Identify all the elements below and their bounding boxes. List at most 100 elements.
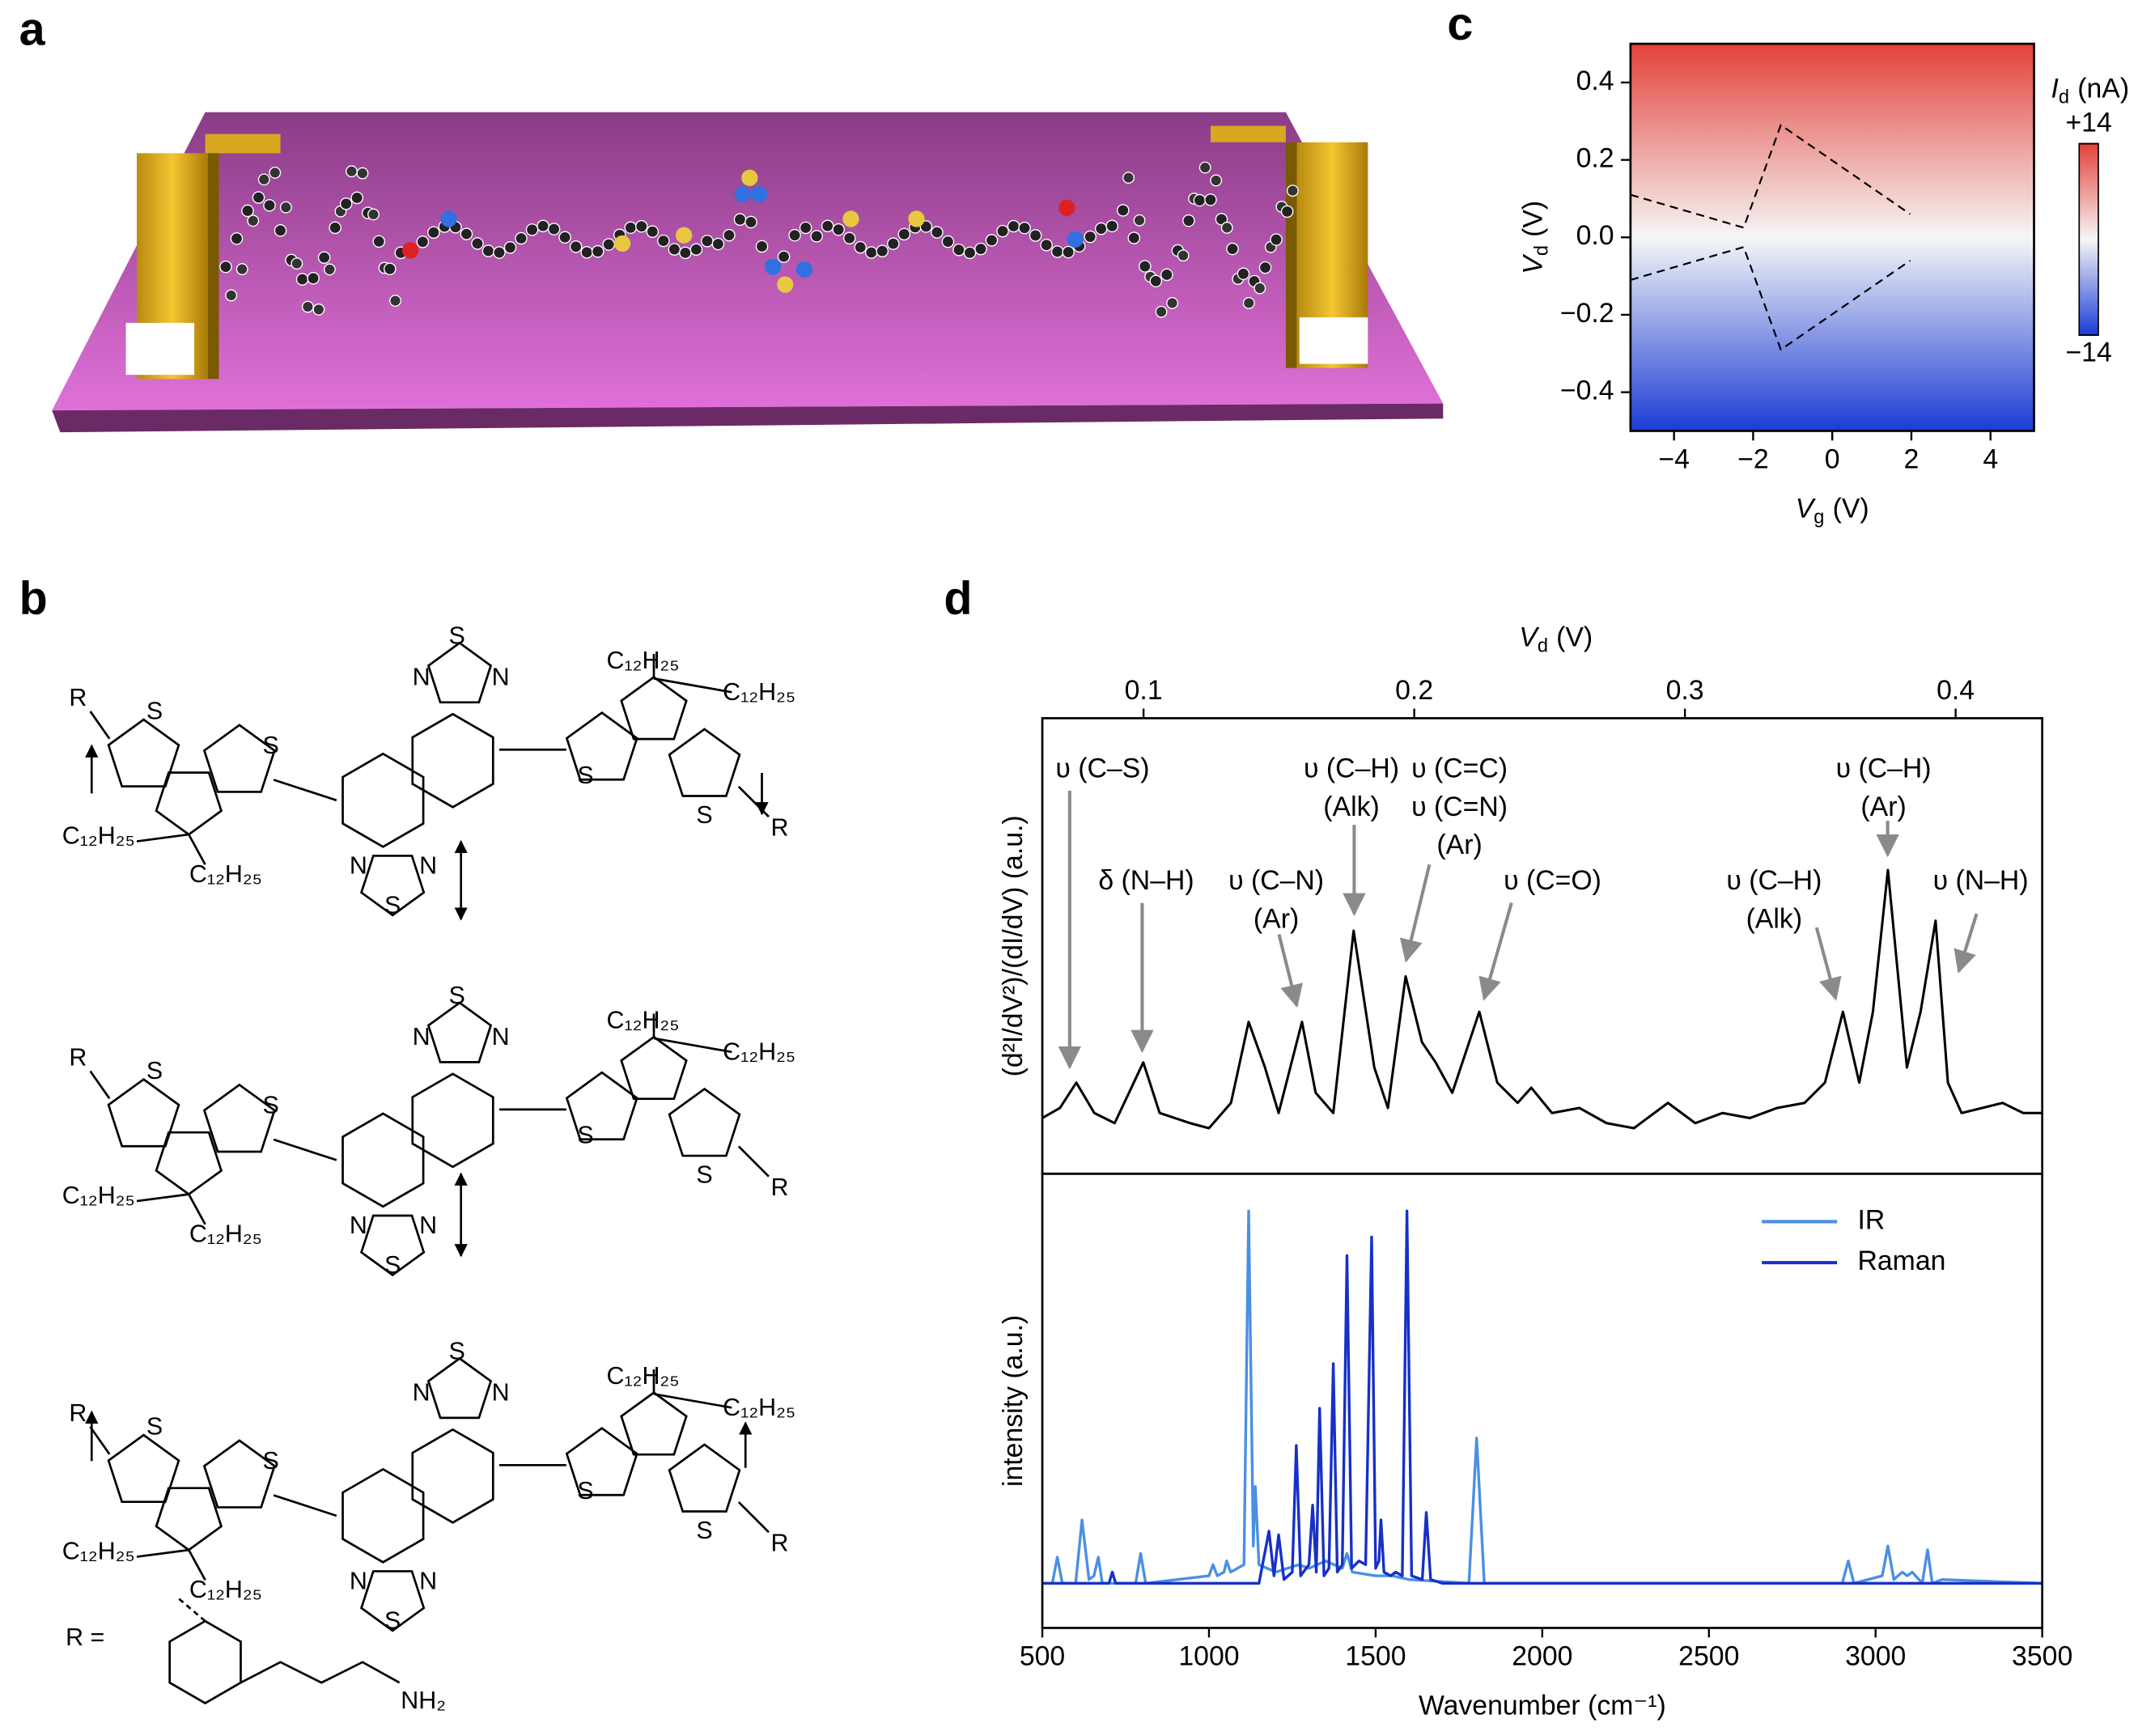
annotation-arrow bbox=[1814, 927, 1842, 1001]
x-tick-label: 2000 bbox=[1512, 1641, 1572, 1672]
atom-label: C₁₂H₂₅ bbox=[606, 1362, 679, 1390]
peak-annotation: (Ar) bbox=[1254, 903, 1299, 934]
atom bbox=[460, 227, 473, 240]
atom-label: C₁₂H₂₅ bbox=[189, 1220, 262, 1247]
atom-label: S bbox=[384, 892, 401, 919]
atom bbox=[317, 251, 331, 265]
atom bbox=[602, 238, 615, 251]
atom bbox=[301, 300, 314, 313]
electrode-face bbox=[1299, 317, 1368, 364]
atom bbox=[733, 213, 747, 226]
legend-label: IR bbox=[1857, 1204, 1885, 1235]
atom-label: C₁₂H₂₅ bbox=[189, 1576, 262, 1603]
atom bbox=[252, 191, 265, 204]
y-axis-title: intensity (a.u.) bbox=[998, 1315, 1029, 1487]
y-tick-label: 0.2 bbox=[1576, 143, 1614, 174]
peak-annotation: υ (C–H) bbox=[1836, 753, 1932, 784]
atom-label: R bbox=[771, 813, 789, 841]
bond bbox=[426, 641, 493, 704]
atom bbox=[1105, 219, 1119, 233]
atom bbox=[689, 243, 703, 257]
electrode-face bbox=[125, 322, 195, 376]
atom bbox=[864, 246, 878, 259]
atom bbox=[481, 244, 495, 257]
atom bbox=[646, 225, 660, 238]
atom bbox=[416, 236, 430, 248]
bond bbox=[359, 1570, 426, 1632]
axis-title-symbol: V bbox=[1796, 493, 1817, 524]
atom-label: N bbox=[350, 1568, 367, 1595]
atom bbox=[558, 231, 571, 244]
atom bbox=[624, 221, 638, 235]
bond bbox=[426, 1356, 493, 1420]
atom bbox=[635, 219, 648, 233]
atom-label: C₁₂H₂₅ bbox=[62, 821, 135, 849]
bond bbox=[89, 1070, 111, 1100]
x-tick-label: −2 bbox=[1737, 444, 1769, 475]
heatmap bbox=[1630, 44, 2034, 431]
atom bbox=[1160, 268, 1173, 282]
atom bbox=[389, 295, 401, 308]
atom bbox=[1155, 305, 1168, 318]
atom bbox=[503, 241, 517, 254]
atom-label: R bbox=[771, 1174, 789, 1201]
atom-label: S bbox=[577, 1122, 593, 1149]
bond bbox=[89, 1426, 111, 1455]
atom bbox=[1122, 172, 1135, 185]
annotation-arrow bbox=[1953, 913, 1979, 974]
atom bbox=[257, 173, 270, 186]
atom-label: S bbox=[577, 762, 593, 789]
atom-label: C₁₂H₂₅ bbox=[723, 678, 795, 706]
atom bbox=[1270, 233, 1283, 246]
atom-label: S bbox=[263, 1091, 279, 1118]
atom bbox=[668, 243, 681, 256]
x-tick-label: 500 bbox=[1020, 1641, 1065, 1672]
atom bbox=[1116, 204, 1130, 217]
atom bbox=[383, 262, 397, 276]
atom bbox=[1210, 174, 1223, 187]
atom-label: S bbox=[448, 1338, 465, 1365]
atom-label: N bbox=[492, 1378, 510, 1406]
atom bbox=[291, 257, 303, 270]
atom bbox=[679, 246, 692, 260]
atom bbox=[842, 210, 859, 227]
atom bbox=[372, 235, 386, 248]
axis-title-subscript: g bbox=[1813, 507, 1824, 528]
bond bbox=[620, 1035, 688, 1101]
bond bbox=[89, 711, 111, 740]
atom bbox=[741, 169, 758, 186]
atom bbox=[974, 242, 987, 256]
atom-label: S bbox=[263, 1447, 279, 1475]
atom-label: S bbox=[263, 732, 279, 759]
x-tick-label: 4 bbox=[1983, 444, 1998, 475]
atom bbox=[241, 204, 254, 218]
data-line bbox=[1042, 1209, 2043, 1585]
atom bbox=[356, 167, 369, 180]
bond bbox=[341, 1467, 425, 1564]
atom bbox=[274, 224, 287, 237]
x-tick-label: 3500 bbox=[2012, 1641, 2072, 1672]
atom bbox=[795, 261, 813, 278]
atom bbox=[1058, 199, 1075, 217]
bond bbox=[202, 1083, 276, 1153]
atom-label: N bbox=[492, 663, 510, 690]
bond bbox=[737, 1501, 770, 1534]
bond bbox=[188, 834, 206, 865]
atom bbox=[832, 223, 845, 236]
x-tick-label: 2 bbox=[1904, 444, 1920, 475]
annotation-arrow bbox=[1277, 933, 1304, 1008]
atom-label: R bbox=[69, 684, 87, 711]
atom bbox=[1198, 161, 1211, 174]
atom bbox=[952, 243, 965, 257]
atom bbox=[1237, 267, 1250, 281]
axis-title-subscript: d bbox=[2059, 87, 2069, 108]
atom-label: S bbox=[448, 622, 465, 650]
peak-annotation: υ (N–H) bbox=[1933, 865, 2029, 896]
peak-annotation: (Alk) bbox=[1323, 792, 1379, 822]
bond bbox=[359, 855, 426, 917]
axis-title-symbol: V bbox=[1517, 253, 1548, 274]
atom bbox=[263, 198, 276, 212]
atom bbox=[1177, 249, 1190, 262]
bond bbox=[426, 1001, 493, 1063]
panel-label: c bbox=[1447, 0, 1473, 50]
